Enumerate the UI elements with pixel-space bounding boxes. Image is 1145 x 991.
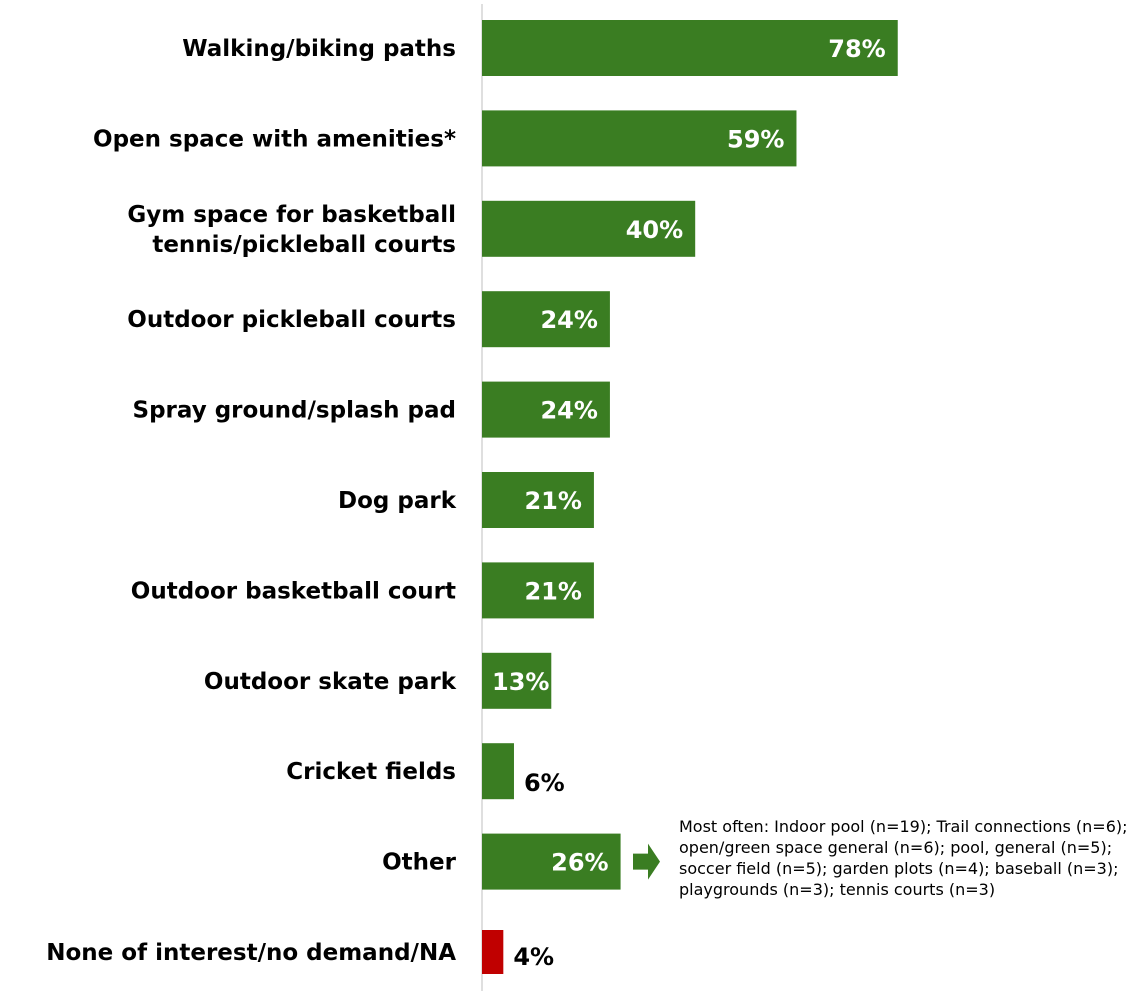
bar	[482, 291, 610, 348]
category-label: Gym space for basketball tennis/picklebal…	[127, 202, 456, 258]
bar	[482, 833, 621, 890]
bar	[482, 20, 898, 76]
value-label: 21%	[524, 577, 581, 605]
bar	[482, 381, 610, 438]
bar	[482, 200, 696, 257]
category-label: Outdoor skate park	[204, 669, 457, 695]
value-label: 4%	[513, 943, 554, 971]
value-label: 59%	[727, 125, 784, 153]
category-label: None of interest/no demand/NA	[46, 940, 456, 966]
bar	[482, 472, 594, 528]
value-label: 24%	[540, 306, 597, 334]
category-label: Cricket fields	[286, 759, 456, 785]
value-label: 21%	[524, 487, 581, 515]
value-label: 40%	[626, 216, 683, 244]
value-label: 13%	[492, 668, 549, 696]
value-label: 26%	[551, 849, 608, 877]
bar	[482, 562, 594, 619]
category-label: Open space with amenities*	[93, 126, 456, 152]
bar	[482, 110, 797, 167]
category-label: Dog park	[338, 488, 457, 514]
value-label: 6%	[524, 769, 565, 797]
bar	[482, 930, 504, 974]
category-label: Outdoor basketball court	[131, 578, 456, 604]
category-label: Walking/biking paths	[182, 36, 456, 62]
value-label: 24%	[540, 397, 597, 425]
category-label: Spray ground/splash pad	[133, 398, 456, 424]
bar	[482, 652, 552, 709]
category-label: Outdoor pickleball courts	[127, 307, 456, 333]
other-responses-note: Most often: Indoor pool (n=19); Trail co…	[679, 817, 1128, 899]
value-label: 78%	[828, 35, 885, 63]
category-label: Other	[382, 850, 457, 876]
bar	[482, 743, 514, 800]
arrow-right-icon	[633, 843, 660, 880]
